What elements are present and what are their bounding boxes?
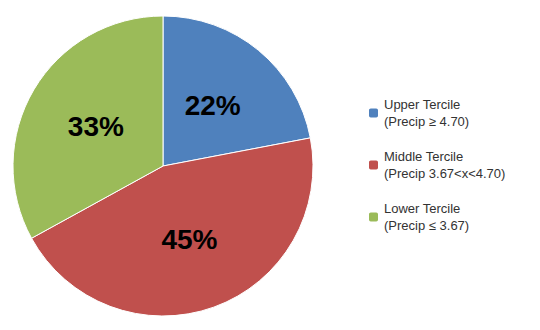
svg-text:(Precip ≤ 3.67): (Precip ≤ 3.67) xyxy=(384,218,469,233)
svg-text:45%: 45% xyxy=(161,224,217,255)
svg-text:(Precip 3.67<x<4.70): (Precip 3.67<x<4.70) xyxy=(384,166,505,181)
svg-text:(Precip ≥ 4.70): (Precip ≥ 4.70) xyxy=(384,114,469,129)
svg-text:33%: 33% xyxy=(68,111,124,142)
svg-text:Lower Tercile: Lower Tercile xyxy=(384,201,460,216)
svg-text:Upper Tercile: Upper Tercile xyxy=(384,97,460,112)
svg-text:Middle Tercile: Middle Tercile xyxy=(384,149,463,164)
svg-text:22%: 22% xyxy=(185,90,241,121)
